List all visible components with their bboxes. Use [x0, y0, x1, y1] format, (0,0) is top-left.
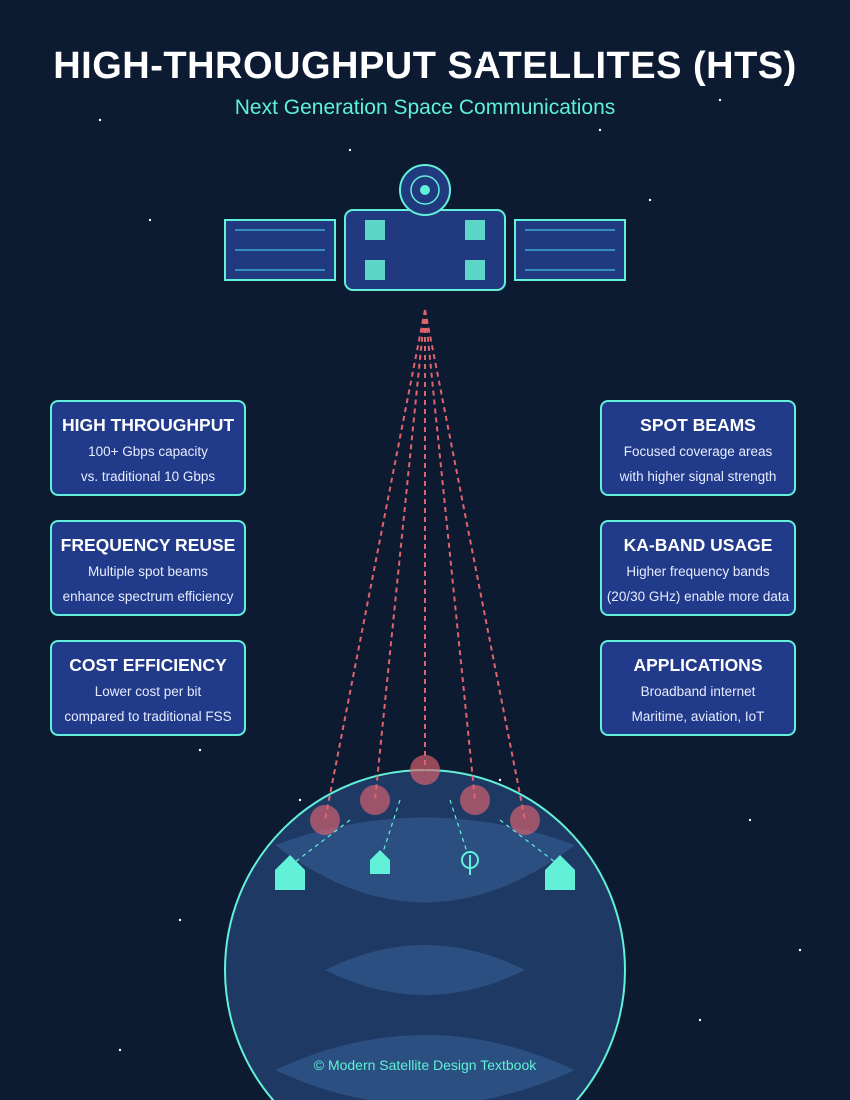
card-line: Higher frequency bands — [626, 564, 770, 579]
house-icon — [370, 850, 390, 874]
star-field — [98, 58, 802, 1052]
spot-beam-icon — [360, 785, 390, 815]
building-icon — [545, 855, 575, 890]
feature-card-high-throughput: HIGH THROUGHPUT 100+ Gbps capacity vs. t… — [50, 400, 246, 496]
card-line: Multiple spot beams — [87, 564, 209, 579]
card-line: (20/30 GHz) enable more data — [606, 589, 790, 604]
page-title: HIGH-THROUGHPUT SATELLITES (HTS) — [53, 45, 797, 87]
card-title: FREQUENCY REUSE — [60, 535, 236, 555]
feature-card-frequency-reuse: FREQUENCY REUSE Multiple spot beams enha… — [50, 520, 246, 616]
card-title: APPLICATIONS — [633, 655, 763, 675]
spot-beam-icon — [410, 755, 440, 785]
satellite-dish-icon — [399, 164, 451, 216]
card-line: Maritime, aviation, IoT — [631, 709, 765, 724]
copyright-text: © Modern Satellite Design Textbook — [313, 1057, 537, 1073]
feature-card-ka-band-usage: KA-BAND USAGE Higher frequency bands (20… — [600, 520, 796, 616]
earth-icon — [224, 769, 626, 1100]
spot-beam-footprints — [310, 755, 540, 835]
ground-links — [294, 799, 556, 863]
feature-card-spot-beams: SPOT BEAMS Focused coverage areas with h… — [600, 400, 796, 496]
card-title: SPOT BEAMS — [640, 415, 756, 435]
spot-beam-icon — [310, 805, 340, 835]
building-icon — [275, 855, 305, 890]
card-title: COST EFFICIENCY — [69, 655, 227, 675]
card-line: Focused coverage areas — [623, 444, 773, 459]
page-subtitle: Next Generation Space Communications — [234, 96, 616, 119]
feature-card-applications: APPLICATIONS Broadband internet Maritime… — [600, 640, 796, 736]
satellite-icon — [224, 164, 626, 291]
card-title: HIGH THROUGHPUT — [61, 415, 235, 435]
feature-card-cost-efficiency: COST EFFICIENCY Lower cost per bit compa… — [50, 640, 246, 736]
card-line: Lower cost per bit — [94, 684, 202, 699]
antenna-icon — [461, 851, 479, 875]
spot-beam-icon — [460, 785, 490, 815]
spot-beam-lines — [324, 309, 526, 821]
card-line: Broadband internet — [640, 684, 756, 699]
card-line: enhance spectrum efficiency — [62, 589, 234, 604]
spot-beam-icon — [510, 805, 540, 835]
card-line: with higher signal strength — [619, 469, 777, 484]
card-title: KA-BAND USAGE — [623, 535, 773, 555]
card-line: vs. traditional 10 Gbps — [80, 469, 216, 484]
card-line: compared to traditional FSS — [64, 709, 232, 724]
card-line: 100+ Gbps capacity — [88, 444, 208, 459]
